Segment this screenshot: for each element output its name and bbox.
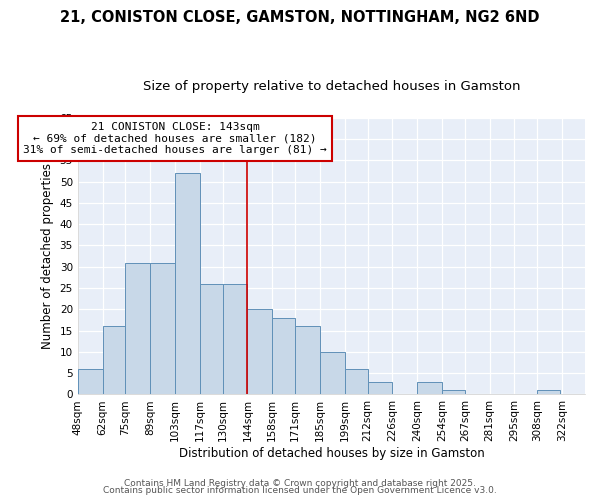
Bar — [247, 310, 272, 394]
Bar — [175, 173, 200, 394]
Bar — [320, 352, 344, 395]
X-axis label: Distribution of detached houses by size in Gamston: Distribution of detached houses by size … — [179, 447, 484, 460]
Bar — [442, 390, 465, 394]
Bar — [537, 390, 560, 394]
Bar — [272, 318, 295, 394]
Bar — [125, 262, 150, 394]
Bar — [200, 284, 223, 395]
Bar — [78, 369, 103, 394]
Bar — [417, 382, 442, 394]
Y-axis label: Number of detached properties: Number of detached properties — [41, 163, 54, 349]
Text: 21 CONISTON CLOSE: 143sqm
← 69% of detached houses are smaller (182)
31% of semi: 21 CONISTON CLOSE: 143sqm ← 69% of detac… — [23, 122, 327, 155]
Bar — [368, 382, 392, 394]
Text: Contains HM Land Registry data © Crown copyright and database right 2025.: Contains HM Land Registry data © Crown c… — [124, 478, 476, 488]
Bar — [150, 262, 175, 394]
Bar — [344, 369, 368, 394]
Text: 21, CONISTON CLOSE, GAMSTON, NOTTINGHAM, NG2 6ND: 21, CONISTON CLOSE, GAMSTON, NOTTINGHAM,… — [60, 10, 540, 25]
Bar — [103, 326, 125, 394]
Text: Contains public sector information licensed under the Open Government Licence v3: Contains public sector information licen… — [103, 486, 497, 495]
Title: Size of property relative to detached houses in Gamston: Size of property relative to detached ho… — [143, 80, 520, 93]
Bar — [295, 326, 320, 394]
Bar — [223, 284, 247, 395]
